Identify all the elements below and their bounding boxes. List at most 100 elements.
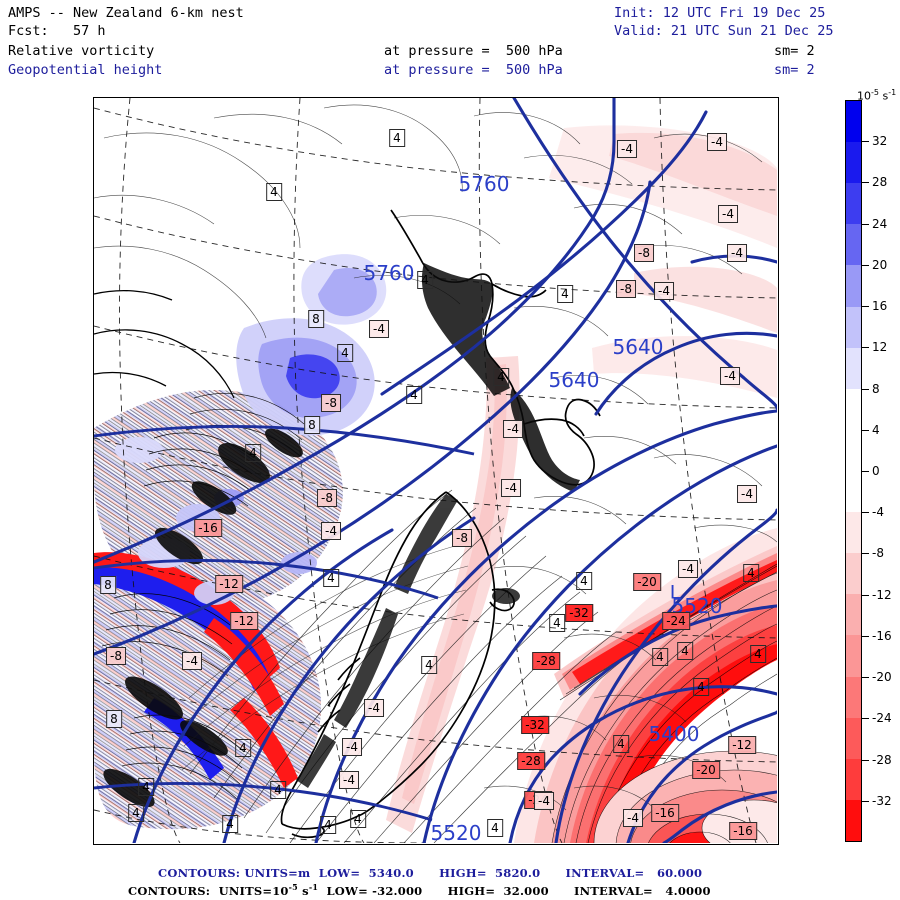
vorticity-label: -12 (215, 575, 243, 593)
vorticity-label: 4 (493, 368, 509, 386)
vorticity-label: 4 (417, 271, 433, 289)
footer-line2-exp: -5 (288, 882, 298, 892)
vorticity-label: 4 (320, 816, 336, 834)
colorbar-tick (862, 553, 869, 555)
colorbar-tick-label: 0 (872, 464, 880, 478)
vorticity-label: 8 (106, 710, 122, 728)
vorticity-label: -8 (452, 529, 472, 547)
vorticity-label: 4 (323, 569, 339, 587)
colorbar-tick-label: 16 (872, 299, 888, 314)
colorbar-tick (862, 264, 869, 266)
vorticity-label: -16 (194, 519, 222, 537)
vorticity-label: -12 (728, 736, 756, 754)
vorticity-label: 4 (406, 386, 422, 404)
field-2-smoothing: sm= 2 (774, 62, 815, 78)
field-1-level: at pressure = 500 hPa (384, 43, 563, 59)
colorbar-tick-label: 8 (872, 381, 880, 396)
vorticity-label: -4 (503, 420, 523, 438)
vorticity-label: 4 (138, 778, 154, 796)
vorticity-label: 4 (245, 444, 261, 462)
vorticity-label: 4 (677, 642, 693, 660)
height-label-5760-b: 5760 (363, 261, 415, 285)
vorticity-label: 4 (652, 648, 668, 666)
vorticity-label: -8 (634, 244, 654, 262)
vorticity-label: -8 (616, 280, 636, 298)
colorbar-unit-s: s (878, 89, 889, 103)
vorticity-label: 4 (266, 183, 282, 201)
colorbar-tick (862, 759, 869, 761)
vorticity-label: -4 (534, 792, 554, 810)
height-label-5520-a: 5520 (430, 821, 482, 845)
forecast-hour: Fcst: 57 h (8, 23, 106, 39)
colorbar-tick-group: 32 28 24 20 16 12 8 4 0 -4 -8 -12 -16 -20 -24 -28 -32 (845, 100, 900, 842)
vorticity-label: -4 (369, 320, 389, 338)
colorbar-tick-label: 32 (872, 134, 888, 149)
vorticity-label: -4 (182, 652, 202, 670)
footer-height-contours: CONTOURS: UNITS=m LOW= 5340.0 HIGH= 5820… (158, 866, 703, 880)
colorbar-band-2 (846, 183, 861, 225)
vorticity-label: 4 (350, 810, 366, 828)
footer-line2-b: s (297, 883, 309, 898)
colorbar-band-10 (846, 512, 861, 554)
colorbar-band-16 (846, 758, 861, 800)
colorbar-tick (862, 388, 869, 390)
colorbar[interactable] (845, 100, 862, 842)
vorticity-label: 8 (308, 310, 324, 328)
colorbar-tick (862, 347, 869, 349)
colorbar-tick-label: 24 (872, 216, 888, 231)
colorbar-band-14 (846, 676, 861, 718)
vorticity-label: -20 (633, 573, 661, 591)
vorticity-label: 4 (613, 735, 629, 753)
vorticity-label: -4 (720, 367, 740, 385)
colorbar-tick (862, 677, 869, 679)
colorbar-tick (862, 306, 869, 308)
colorbar-units: 10-5 s-1 (857, 88, 896, 103)
vorticity-label: 4 (557, 285, 573, 303)
map-panel[interactable]: 5760 5760 5640 5640 5520 5520 5400 L 4 -… (93, 97, 779, 845)
height-label-5760-a: 5760 (458, 172, 510, 196)
field-1-smoothing: sm= 2 (774, 43, 815, 59)
vorticity-label: 8 (100, 576, 116, 594)
colorbar-tick-label: 12 (872, 340, 888, 355)
valid-time: Valid: 21 UTC Sun 21 Dec 25 (614, 23, 834, 39)
vorticity-label: -4 (342, 738, 362, 756)
colorbar-band-3 (846, 224, 861, 266)
vorticity-label: -4 (707, 133, 727, 151)
colorbar-tick-label: -32 (872, 793, 892, 808)
colorbar-tick-label: -4 (872, 505, 884, 520)
colorbar-tick (862, 635, 869, 637)
vorticity-label: 4 (389, 129, 405, 147)
colorbar-tick-label: -28 (872, 752, 892, 767)
low-pressure-marker: L (669, 581, 681, 604)
vorticity-label: 4 (750, 645, 766, 663)
vorticity-label: -4 (727, 244, 747, 262)
colorbar-tick-label: -8 (872, 546, 884, 561)
colorbar-tick (862, 141, 869, 143)
vorticity-label: -4 (623, 809, 643, 827)
vorticity-label: -32 (565, 604, 593, 622)
colorbar-band-15 (846, 717, 861, 759)
colorbar-band-6 (846, 347, 861, 389)
footer-line2-a: CONTOURS: UNITS=10 (128, 883, 289, 898)
colorbar-unit-exp2: -1 (888, 88, 897, 97)
colorbar-tick (862, 471, 869, 472)
colorbar-tick-label: 20 (872, 257, 888, 272)
vorticity-label: -8 (106, 647, 126, 665)
vorticity-label: -24 (662, 612, 690, 630)
vorticity-label: -4 (678, 560, 698, 578)
colorbar-tick (862, 223, 869, 225)
colorbar-band-0 (846, 101, 861, 143)
vorticity-label: -16 (729, 822, 757, 840)
colorbar-band-5 (846, 306, 861, 348)
vorticity-label: 4 (576, 572, 592, 590)
field-1-name: Relative vorticity (8, 43, 155, 59)
colorbar-band-13 (846, 635, 861, 677)
colorbar-tick (862, 512, 869, 514)
vorticity-label: 4 (128, 804, 144, 822)
colorbar-band-8 (846, 429, 861, 471)
vorticity-label: 4 (337, 344, 353, 362)
vorticity-label: -4 (501, 479, 521, 497)
vorticity-label: -4 (339, 771, 359, 789)
footer-line2-c: LOW= -32.000 HIGH= 32.000 INTERVAL= 4.00… (318, 883, 711, 898)
